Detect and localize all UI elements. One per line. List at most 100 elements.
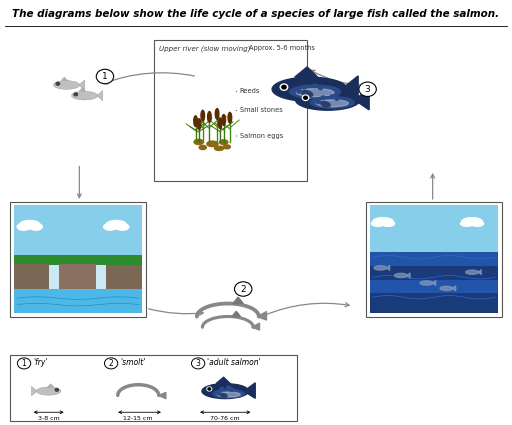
Ellipse shape — [215, 109, 219, 119]
Text: 3-8 cm: 3-8 cm — [38, 416, 59, 421]
Polygon shape — [433, 280, 436, 286]
Text: 'fry': 'fry' — [33, 358, 48, 368]
Ellipse shape — [220, 140, 228, 145]
Text: 1: 1 — [22, 359, 27, 368]
Ellipse shape — [201, 110, 204, 121]
Ellipse shape — [295, 90, 360, 110]
Text: 2: 2 — [241, 284, 246, 294]
Circle shape — [17, 358, 31, 369]
Ellipse shape — [316, 100, 348, 107]
Ellipse shape — [220, 394, 227, 397]
Ellipse shape — [207, 141, 218, 147]
Ellipse shape — [72, 91, 97, 100]
FancyBboxPatch shape — [370, 252, 498, 266]
FancyBboxPatch shape — [14, 255, 142, 268]
Ellipse shape — [19, 221, 40, 229]
Ellipse shape — [462, 218, 482, 225]
FancyBboxPatch shape — [370, 293, 498, 307]
Ellipse shape — [215, 146, 224, 150]
Ellipse shape — [54, 81, 80, 89]
Ellipse shape — [218, 118, 222, 129]
Circle shape — [297, 90, 301, 93]
Ellipse shape — [213, 389, 244, 398]
FancyBboxPatch shape — [370, 266, 498, 281]
Text: Reeds: Reeds — [240, 88, 260, 94]
Ellipse shape — [394, 273, 407, 278]
Circle shape — [217, 391, 221, 395]
Ellipse shape — [290, 85, 340, 99]
FancyBboxPatch shape — [370, 280, 498, 294]
Text: The diagrams below show the life cycle of a species of large fish called the sal: The diagrams below show the life cycle o… — [12, 9, 500, 20]
Polygon shape — [343, 76, 358, 101]
Text: 2: 2 — [109, 359, 114, 368]
Polygon shape — [159, 392, 166, 399]
Ellipse shape — [228, 113, 231, 123]
Polygon shape — [258, 312, 267, 320]
Circle shape — [335, 97, 339, 100]
Text: 70-76 cm: 70-76 cm — [210, 416, 240, 421]
Ellipse shape — [374, 266, 387, 270]
Text: Approx. 5-6 months: Approx. 5-6 months — [249, 45, 315, 51]
Polygon shape — [387, 265, 390, 270]
Ellipse shape — [471, 221, 483, 227]
Circle shape — [56, 82, 59, 85]
Ellipse shape — [202, 384, 249, 399]
Ellipse shape — [222, 115, 225, 125]
Polygon shape — [246, 383, 255, 398]
FancyBboxPatch shape — [370, 252, 498, 313]
Ellipse shape — [17, 224, 30, 230]
Text: Upper river (slow moving): Upper river (slow moving) — [159, 45, 250, 52]
Circle shape — [304, 96, 307, 99]
Polygon shape — [48, 384, 54, 387]
FancyBboxPatch shape — [14, 264, 50, 294]
Circle shape — [208, 388, 210, 390]
Ellipse shape — [208, 112, 211, 122]
Ellipse shape — [106, 221, 126, 229]
Polygon shape — [31, 386, 37, 396]
Polygon shape — [453, 286, 456, 291]
FancyBboxPatch shape — [14, 205, 142, 313]
Ellipse shape — [116, 224, 129, 230]
FancyBboxPatch shape — [10, 355, 297, 421]
Circle shape — [191, 358, 205, 369]
Circle shape — [359, 82, 376, 96]
Text: 'smolt': 'smolt' — [120, 358, 146, 368]
Circle shape — [282, 85, 286, 89]
Ellipse shape — [194, 116, 198, 127]
Ellipse shape — [302, 91, 313, 96]
FancyBboxPatch shape — [10, 202, 146, 317]
Ellipse shape — [373, 218, 393, 225]
Ellipse shape — [382, 221, 394, 227]
Circle shape — [313, 84, 317, 88]
Polygon shape — [79, 88, 86, 91]
Circle shape — [302, 85, 306, 89]
Polygon shape — [97, 91, 103, 101]
Ellipse shape — [223, 145, 230, 149]
Text: 3: 3 — [196, 359, 201, 368]
Ellipse shape — [466, 270, 478, 274]
Ellipse shape — [310, 97, 354, 108]
Circle shape — [321, 96, 325, 99]
Polygon shape — [233, 297, 243, 303]
Text: 'adult salmon': 'adult salmon' — [207, 358, 261, 368]
Polygon shape — [356, 88, 369, 110]
Ellipse shape — [217, 392, 240, 397]
Polygon shape — [478, 269, 481, 275]
FancyBboxPatch shape — [154, 40, 307, 181]
Ellipse shape — [296, 89, 334, 96]
Circle shape — [318, 86, 323, 90]
Ellipse shape — [197, 119, 201, 130]
Text: Approx. 4 years: Approx. 4 years — [89, 207, 141, 213]
Ellipse shape — [36, 387, 61, 395]
Ellipse shape — [372, 221, 384, 227]
Circle shape — [220, 387, 224, 391]
Circle shape — [207, 387, 211, 391]
Circle shape — [316, 100, 321, 104]
Circle shape — [330, 95, 334, 98]
Polygon shape — [295, 67, 318, 77]
Ellipse shape — [440, 286, 453, 291]
FancyBboxPatch shape — [366, 202, 502, 317]
FancyBboxPatch shape — [14, 289, 142, 313]
Text: Salmon eggs: Salmon eggs — [240, 133, 283, 139]
Text: 12-15 cm: 12-15 cm — [123, 416, 153, 421]
